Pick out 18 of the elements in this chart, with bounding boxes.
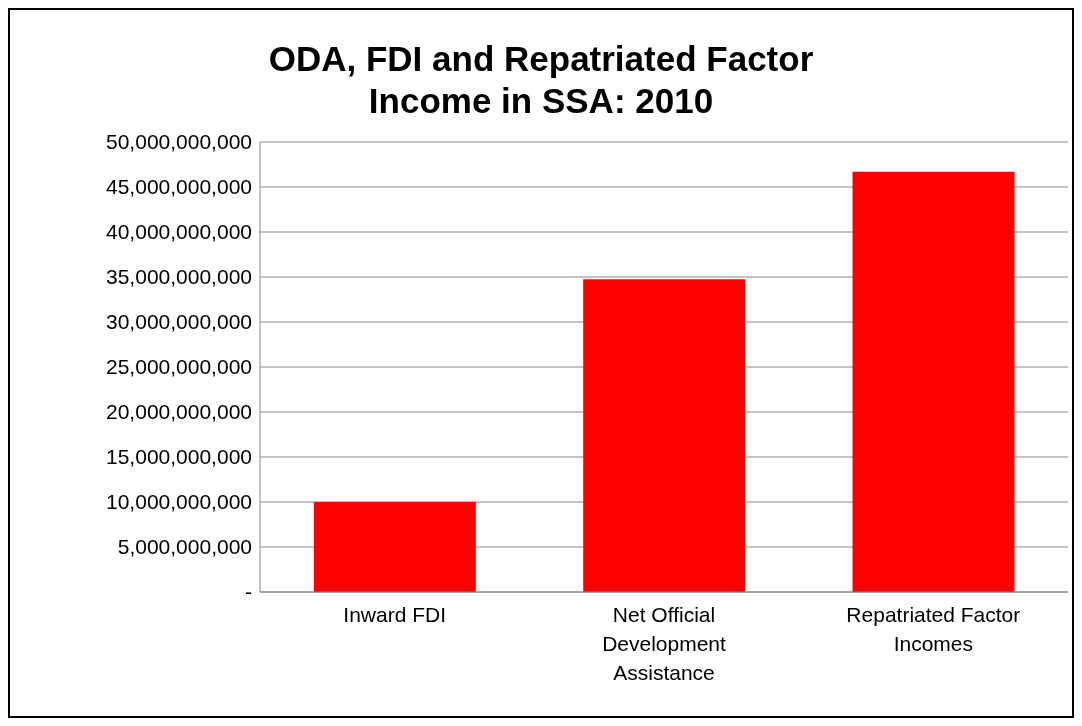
y-tick-label: 5,000,000,000 — [117, 535, 252, 559]
chart-title: ODA, FDI and Repatriated Factor Income in SSA: 2010 — [267, 38, 815, 122]
x-tick-label: Net Official Development Assistance — [602, 603, 727, 684]
bar — [313, 502, 476, 592]
bar — [583, 279, 746, 592]
y-tick-label: 30,000,000,000 — [106, 310, 252, 334]
y-tick-label: 25,000,000,000 — [106, 355, 252, 379]
y-tick-label: 15,000,000,000 — [106, 445, 252, 469]
y-tick-label: - — [245, 580, 252, 604]
bar — [852, 171, 1015, 592]
y-tick-label: 20,000,000,000 — [106, 400, 252, 424]
y-tick-label: 10,000,000,000 — [106, 490, 252, 514]
y-tick-label: 35,000,000,000 — [106, 265, 252, 289]
x-tick-label: Inward FDI — [343, 603, 447, 626]
y-tick-label: 45,000,000,000 — [106, 175, 252, 199]
y-tick-label: 40,000,000,000 — [106, 220, 252, 244]
y-tick-label: 50,000,000,000 — [106, 130, 252, 154]
x-tick-label: Repatriated Factor Incomes — [846, 603, 1021, 655]
